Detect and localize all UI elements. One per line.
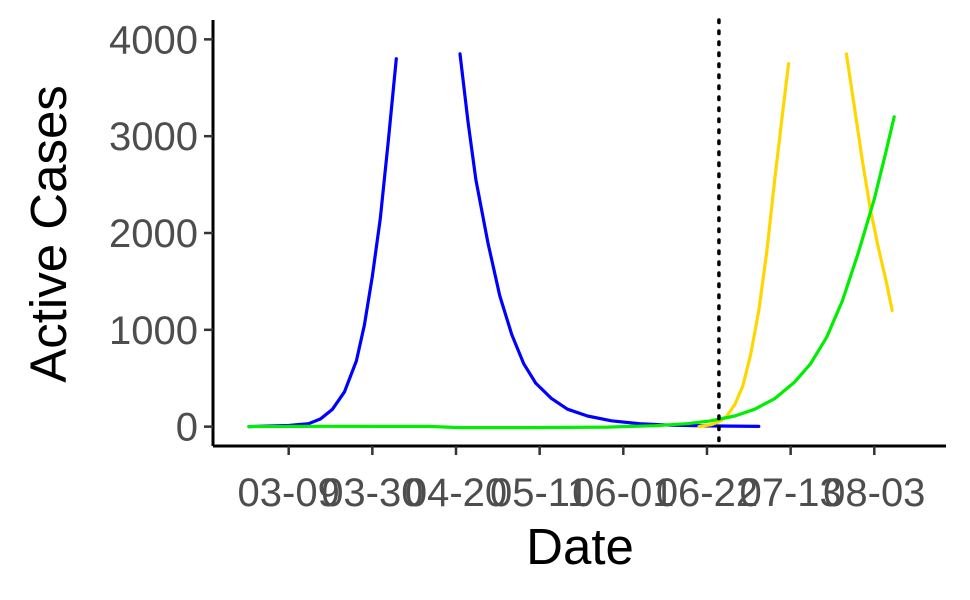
x-tick-label: 04-20 xyxy=(405,471,507,515)
y-tick-label: 4000 xyxy=(109,18,198,62)
x-tick-label: 06-01 xyxy=(572,471,674,515)
x-tick-label: 03-30 xyxy=(321,471,423,515)
series-line-1-segment-0 xyxy=(697,61,791,429)
y-tick-label: 3000 xyxy=(109,115,198,159)
x-axis-title: Date xyxy=(526,518,634,575)
y-tick-label: 0 xyxy=(176,406,198,450)
axes xyxy=(211,20,946,448)
series-line-0-segment-1 xyxy=(458,52,761,428)
series-line-0-segment-0 xyxy=(247,57,398,429)
plot-lines xyxy=(247,18,896,448)
y-tick-label: 2000 xyxy=(109,212,198,256)
y-tick-label: 1000 xyxy=(109,309,198,353)
x-tick-label: 05-11 xyxy=(490,471,589,515)
series-line-2-segment-0 xyxy=(247,115,896,430)
x-tick-label: 06-22 xyxy=(656,471,758,515)
ticks: 0100020003000400003-0903-3004-2005-1106-… xyxy=(109,18,925,515)
x-tick-label: 08-03 xyxy=(823,471,925,515)
x-tick-label: 07-13 xyxy=(739,471,841,515)
y-axis-title: Active Cases xyxy=(20,85,77,383)
x-tick-label: 03-09 xyxy=(238,471,340,515)
